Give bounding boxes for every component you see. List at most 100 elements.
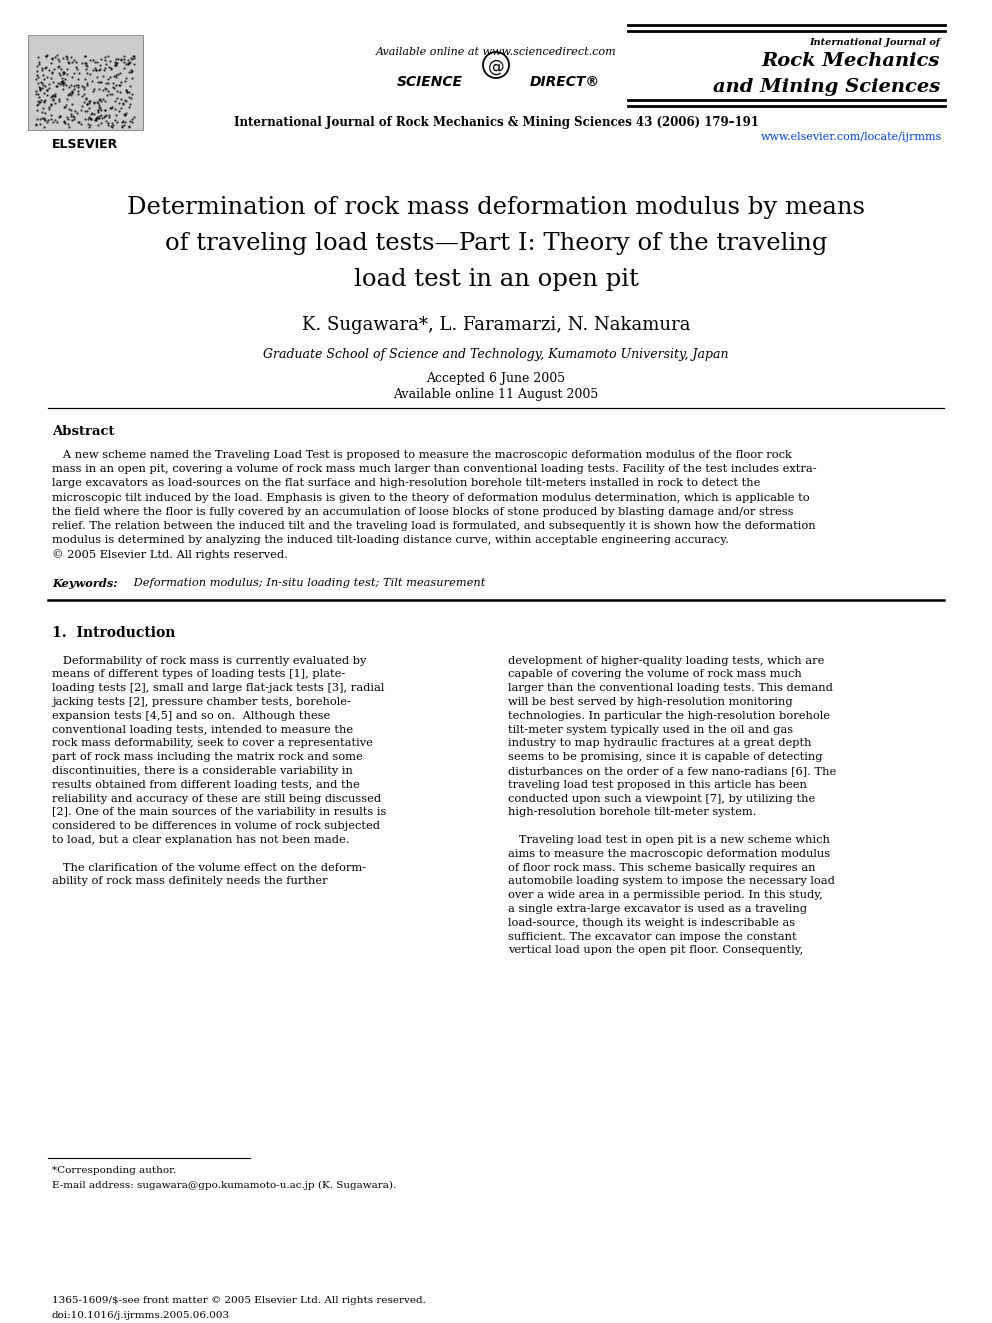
Point bbox=[78, 89, 94, 110]
Text: disturbances on the order of a few nano-radians [6]. The: disturbances on the order of a few nano-… bbox=[508, 766, 836, 777]
Point bbox=[86, 93, 102, 114]
Point bbox=[109, 81, 125, 102]
Text: 1.  Introduction: 1. Introduction bbox=[52, 626, 176, 639]
Point bbox=[102, 66, 118, 87]
Point bbox=[108, 52, 124, 73]
Point bbox=[118, 79, 134, 101]
Point bbox=[57, 62, 72, 83]
Point bbox=[57, 111, 72, 132]
Point bbox=[47, 93, 62, 114]
Point bbox=[116, 58, 132, 79]
Point bbox=[102, 50, 118, 71]
Point bbox=[59, 64, 74, 85]
Point bbox=[87, 57, 103, 78]
Text: reliability and accuracy of these are still being discussed: reliability and accuracy of these are st… bbox=[52, 794, 381, 803]
Point bbox=[60, 52, 75, 73]
Point bbox=[115, 110, 131, 131]
Text: modulus is determined by analyzing the induced tilt-loading distance curve, with: modulus is determined by analyzing the i… bbox=[52, 536, 729, 545]
Point bbox=[56, 61, 71, 82]
Point bbox=[65, 78, 81, 99]
Point bbox=[91, 97, 107, 118]
Point bbox=[40, 108, 56, 130]
Point bbox=[95, 66, 111, 87]
Text: high-resolution borehole tilt-meter system.: high-resolution borehole tilt-meter syst… bbox=[508, 807, 757, 818]
Point bbox=[57, 97, 72, 118]
Point bbox=[29, 94, 45, 115]
Point bbox=[55, 67, 70, 89]
Point bbox=[38, 45, 54, 66]
Point bbox=[111, 101, 127, 122]
Point bbox=[50, 111, 65, 132]
Point bbox=[107, 110, 123, 131]
Point bbox=[50, 56, 65, 77]
Text: Accepted 6 June 2005: Accepted 6 June 2005 bbox=[427, 372, 565, 385]
Point bbox=[56, 70, 71, 91]
Point bbox=[93, 48, 109, 69]
Point bbox=[32, 114, 48, 135]
Point bbox=[30, 46, 46, 67]
Point bbox=[62, 106, 78, 127]
Point bbox=[104, 77, 120, 98]
Point bbox=[76, 101, 92, 122]
Point bbox=[39, 66, 55, 87]
Text: www.elsevier.com/locate/ijrmms: www.elsevier.com/locate/ijrmms bbox=[761, 132, 942, 142]
Point bbox=[124, 111, 140, 132]
Point bbox=[65, 50, 81, 71]
Text: @: @ bbox=[488, 58, 504, 75]
Point bbox=[43, 94, 59, 115]
Text: automobile loading system to impose the necessary load: automobile loading system to impose the … bbox=[508, 876, 835, 886]
Point bbox=[77, 52, 93, 73]
Point bbox=[46, 86, 62, 107]
Text: traveling load test proposed in this article has been: traveling load test proposed in this art… bbox=[508, 779, 806, 790]
Point bbox=[58, 69, 73, 90]
Point bbox=[61, 77, 76, 98]
Text: discontinuities, there is a considerable variability in: discontinuities, there is a considerable… bbox=[52, 766, 353, 777]
Point bbox=[53, 73, 68, 94]
Point bbox=[124, 67, 140, 89]
Point bbox=[77, 108, 93, 130]
Point bbox=[78, 58, 94, 79]
Point bbox=[71, 111, 87, 132]
Point bbox=[83, 103, 99, 124]
Point bbox=[90, 78, 106, 99]
Point bbox=[36, 116, 52, 138]
Text: The clarification of the volume effect on the deform-: The clarification of the volume effect o… bbox=[52, 863, 366, 873]
Point bbox=[73, 75, 89, 97]
Point bbox=[108, 74, 124, 95]
Point bbox=[121, 82, 137, 103]
Point bbox=[82, 107, 98, 128]
Point bbox=[120, 49, 136, 70]
Point bbox=[116, 45, 132, 66]
Point bbox=[68, 50, 84, 71]
Text: expansion tests [4,5] and so on.  Although these: expansion tests [4,5] and so on. Althoug… bbox=[52, 710, 330, 721]
Point bbox=[88, 60, 104, 81]
Point bbox=[37, 107, 53, 128]
Text: [2]. One of the main sources of the variability in results is: [2]. One of the main sources of the vari… bbox=[52, 807, 386, 818]
Point bbox=[116, 115, 132, 136]
Point bbox=[126, 106, 142, 127]
Point bbox=[45, 48, 61, 69]
Point bbox=[96, 91, 112, 112]
Point bbox=[89, 71, 105, 93]
Point bbox=[110, 64, 126, 85]
Point bbox=[107, 52, 123, 73]
Text: microscopic tilt induced by the load. Emphasis is given to the theory of deforma: microscopic tilt induced by the load. Em… bbox=[52, 492, 809, 503]
Point bbox=[96, 60, 112, 81]
Point bbox=[64, 105, 80, 126]
Point bbox=[124, 48, 140, 69]
Point bbox=[90, 102, 106, 123]
Point bbox=[63, 85, 79, 106]
Point bbox=[122, 52, 138, 73]
Point bbox=[70, 81, 86, 102]
Point bbox=[90, 107, 106, 128]
Point bbox=[63, 99, 79, 120]
Point bbox=[97, 99, 113, 120]
Text: sufficient. The excavator can impose the constant: sufficient. The excavator can impose the… bbox=[508, 931, 797, 942]
Point bbox=[65, 108, 81, 130]
Text: will be best served by high-resolution monitoring: will be best served by high-resolution m… bbox=[508, 697, 793, 706]
Text: of traveling load tests—Part I: Theory of the traveling: of traveling load tests—Part I: Theory o… bbox=[165, 232, 827, 255]
Point bbox=[30, 66, 46, 87]
Point bbox=[98, 111, 114, 132]
Point bbox=[110, 74, 126, 95]
Point bbox=[78, 53, 94, 74]
